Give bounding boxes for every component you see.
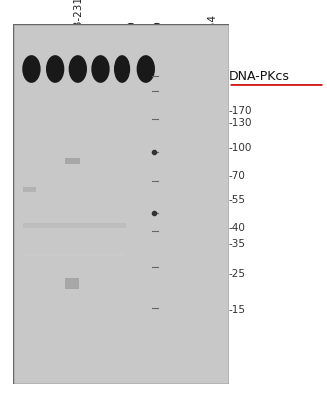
Text: MDA-MB-231: MDA-MB-231 — [73, 0, 82, 64]
Bar — [23, 253, 126, 256]
Ellipse shape — [46, 55, 64, 83]
Text: T47D: T47D — [179, 36, 189, 64]
Bar — [65, 278, 79, 288]
Text: -170: -170 — [228, 106, 252, 116]
Ellipse shape — [22, 55, 41, 83]
Bar — [65, 158, 80, 164]
Text: HCC1954: HCC1954 — [207, 14, 217, 64]
Ellipse shape — [69, 55, 87, 83]
Bar — [23, 188, 36, 192]
Ellipse shape — [114, 55, 130, 83]
Ellipse shape — [137, 55, 155, 83]
Text: -55: -55 — [228, 196, 245, 206]
Text: -100: -100 — [228, 143, 252, 153]
Text: -40: -40 — [228, 223, 245, 233]
Text: -15: -15 — [228, 305, 245, 315]
Text: SUM149: SUM149 — [127, 20, 137, 64]
Text: -70: -70 — [228, 171, 245, 181]
Text: MCF-7: MCF-7 — [100, 31, 111, 64]
Ellipse shape — [91, 55, 110, 83]
Text: -130: -130 — [228, 118, 252, 128]
Text: DNA-PKcs: DNA-PKcs — [228, 70, 289, 82]
Text: SUM159: SUM159 — [154, 20, 164, 64]
Text: -35: -35 — [228, 238, 245, 248]
Text: -25: -25 — [228, 269, 245, 279]
Bar — [23, 224, 126, 228]
